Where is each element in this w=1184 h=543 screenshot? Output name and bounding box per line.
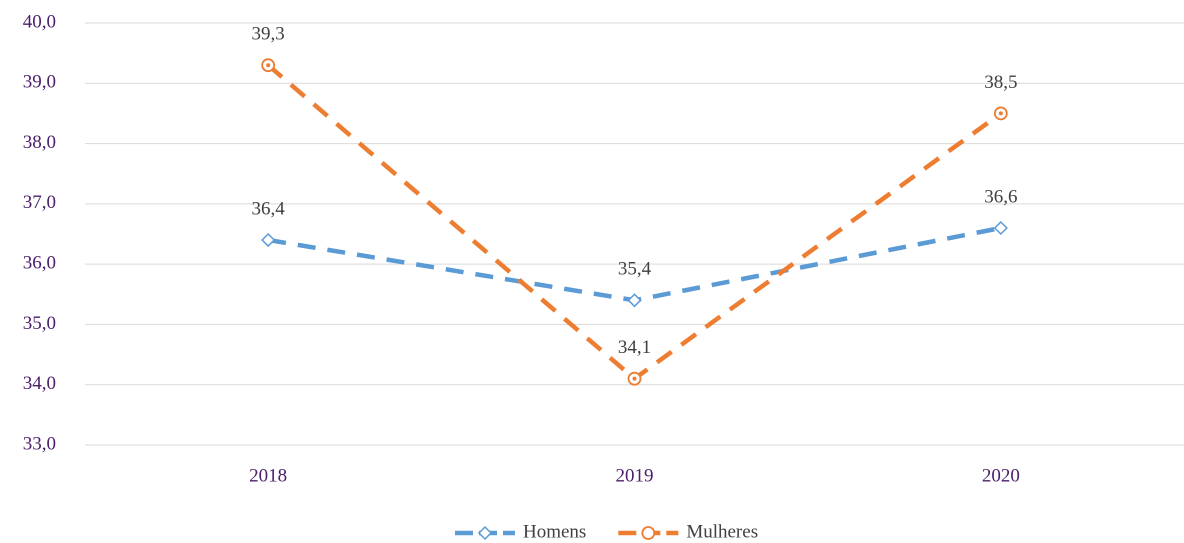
y-tick-label: 35,0	[23, 313, 56, 334]
data-point	[993, 220, 1008, 236]
data-label: 34,1	[618, 337, 651, 358]
legend-label: Homens	[523, 521, 586, 542]
data-point-dot	[266, 63, 271, 68]
y-tick-label: 36,0	[23, 253, 56, 274]
series-line	[266, 63, 1003, 382]
y-tick-label: 34,0	[23, 373, 56, 394]
x-tick-label: 2019	[616, 465, 654, 486]
y-tick-label: 38,0	[23, 132, 56, 153]
data-point	[627, 293, 642, 308]
legend-marker	[477, 525, 493, 541]
legend-label: Mulheres	[686, 521, 758, 542]
data-point-dot	[998, 111, 1003, 116]
data-point-dot	[632, 376, 637, 381]
data-label: 36,4	[252, 198, 286, 219]
y-tick-label: 37,0	[23, 192, 56, 213]
y-tick-label: 39,0	[23, 72, 56, 93]
x-tick-label: 2018	[249, 465, 287, 486]
x-tick-label: 2020	[982, 465, 1020, 486]
data-point	[261, 232, 276, 248]
data-label: 39,3	[252, 24, 285, 45]
legend-marker	[641, 526, 656, 540]
y-tick-label: 40,0	[23, 11, 56, 32]
data-label: 36,6	[984, 186, 1017, 207]
y-tick-label: 33,0	[23, 433, 56, 454]
data-label: 35,4	[618, 259, 652, 280]
data-label: 38,5	[984, 72, 1017, 93]
